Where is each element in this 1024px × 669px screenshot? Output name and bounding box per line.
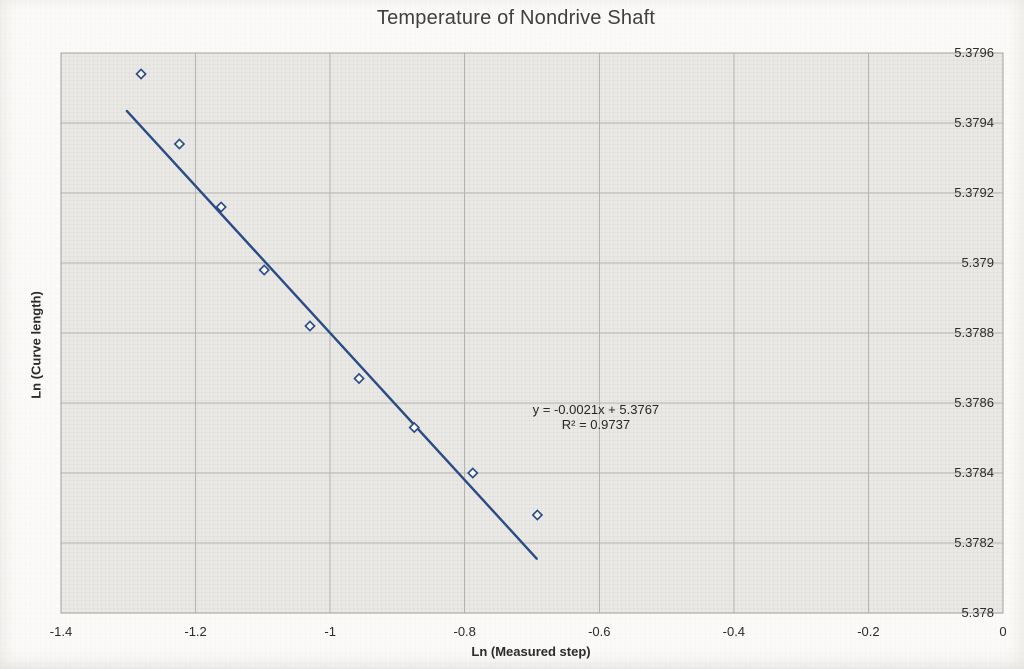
data-point-marker — [304, 320, 316, 332]
x-tick-label: -0.4 — [722, 624, 746, 639]
x-tick-label: -0.2 — [857, 624, 880, 639]
data-point-marker — [408, 421, 420, 434]
data-point-marker — [215, 201, 227, 213]
y-tick-label: 5.379 — [961, 255, 994, 270]
plot-border — [60, 52, 1004, 614]
y-tick-label: 5.3796 — [954, 45, 994, 60]
data-point-marker — [531, 509, 544, 521]
x-tick-label: -1 — [324, 624, 336, 639]
data-point-marker — [173, 138, 186, 150]
y-tick-label: 5.378 — [961, 605, 994, 620]
data-point-marker — [258, 264, 270, 276]
trendline-equation: y = -0.0021x + 5.3767 — [532, 402, 660, 417]
x-tick-label: 0 — [999, 624, 1007, 639]
chart-title: Temperature of Nondrive Shaft — [376, 7, 656, 29]
trendline — [125, 109, 538, 560]
y-tick-label: 5.3794 — [954, 115, 994, 130]
data-point-marker — [353, 372, 365, 385]
x-tick-label: -0.6 — [588, 624, 611, 639]
x-tick-label: -1.4 — [49, 624, 73, 639]
trendline-r-squared: R² = 0.9737 — [561, 417, 631, 432]
y-axis-title: Ln (Curve length) — [28, 291, 44, 399]
data-point-marker — [135, 68, 147, 80]
trendline-annotation: y = -0.0021x + 5.3767 R² = 0.9737 — [533, 402, 659, 432]
data-point-marker — [467, 467, 479, 479]
y-tick-label: 5.3792 — [954, 185, 994, 200]
y-tick-label: 5.3784 — [954, 465, 994, 480]
y-tick-label: 5.3786 — [954, 395, 994, 410]
x-axis-title: Ln (Measured step) — [471, 644, 591, 659]
y-tick-label: 5.3782 — [954, 535, 994, 550]
x-tick-label: -0.8 — [453, 624, 476, 639]
x-tick-label: -1.2 — [184, 624, 207, 639]
y-tick-label: 5.3788 — [954, 325, 994, 340]
